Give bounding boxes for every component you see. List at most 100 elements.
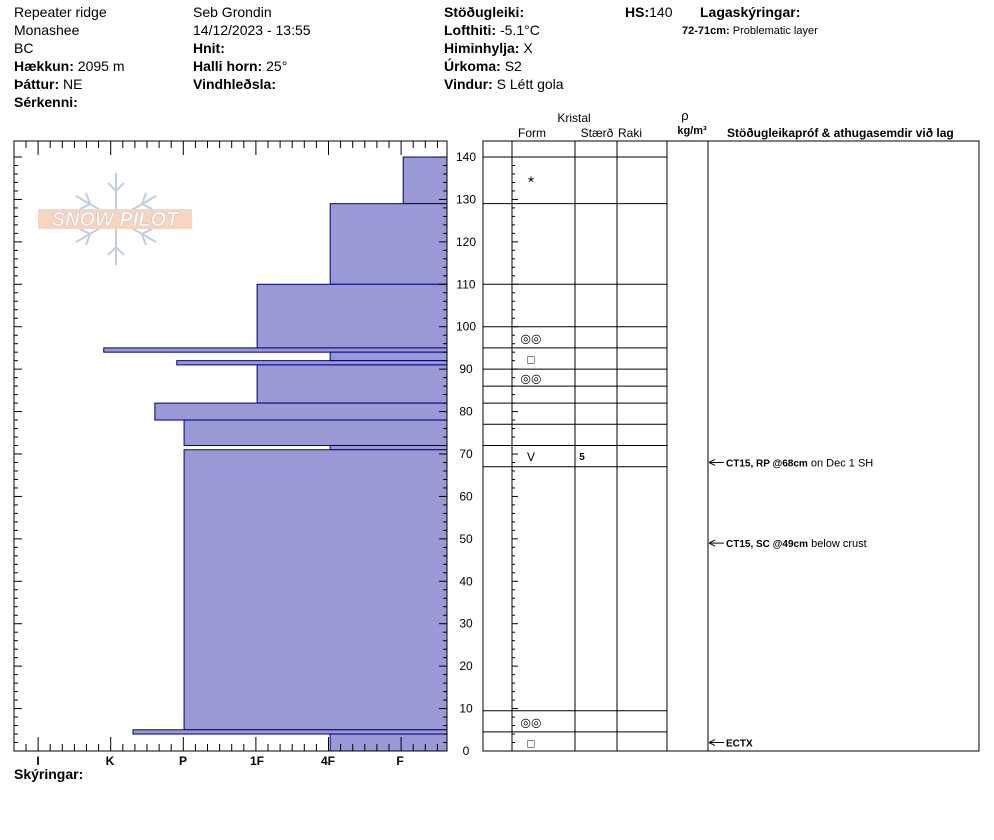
column-density-symbol: ρ <box>681 108 688 123</box>
layer-note: 72-71cm: Problematic layer <box>682 22 818 40</box>
test-arrow-head-0 <box>708 459 716 466</box>
grain-form-4: V <box>527 450 535 464</box>
header-weather: Stöðugleiki: Lofthiti: -5.1°C Himinhylja… <box>444 3 564 93</box>
hardness-bar-0 <box>402 156 448 205</box>
y-label-20: 20 <box>459 659 473 673</box>
logo-text: SNOW PILOT <box>52 209 180 231</box>
precip-row: Úrkoma: S2 <box>444 57 564 75</box>
y-label-40: 40 <box>459 574 473 588</box>
mountain-range: Monashee <box>14 22 80 38</box>
elevation-row: Hækkun: 2095 m <box>14 57 125 75</box>
wind-row: Vindur: S Létt gola <box>444 75 564 93</box>
aspect-row: Þáttur: NE <box>14 75 125 93</box>
aspect-value: NE <box>63 76 83 92</box>
legend-label: Skýringar: <box>14 766 84 782</box>
precip-value: S2 <box>504 58 522 74</box>
layer-notes-label: Lagaskýringar: <box>700 4 801 20</box>
y-label-90: 90 <box>459 362 473 376</box>
y-label-130: 130 <box>456 192 476 206</box>
grain-form-2: □ <box>527 353 534 367</box>
wind-loading-label: Vindhleðsla: <box>193 76 276 92</box>
hs-label: HS: <box>625 4 650 20</box>
elevation-value: 2095 m <box>77 58 125 74</box>
precip-label: Úrkoma: <box>444 58 501 74</box>
hardness-label-4F: 4F <box>321 754 335 768</box>
hardness-bar-8 <box>183 419 448 447</box>
grain-form-3: ◎◎ <box>521 372 542 386</box>
test-label: CT15, RP @68cm <box>726 458 808 469</box>
air-temp-row: Lofthiti: -5.1°C <box>444 21 564 39</box>
layer-note-depth: 72-71cm: <box>682 25 730 37</box>
column-density-unit: kg/m³ <box>677 125 707 137</box>
y-label-140: 140 <box>456 150 476 164</box>
wind-label: Vindur: <box>444 76 493 92</box>
elevation-label: Hækkun: <box>14 58 74 74</box>
hardness-bar-6 <box>256 364 448 404</box>
y-label-10: 10 <box>459 702 473 716</box>
air-temp-label: Lofthiti: <box>444 22 497 38</box>
hardness-bar-2 <box>256 283 448 349</box>
column-size: Stærð <box>581 126 614 140</box>
hardness-label-I: I <box>36 754 39 768</box>
hardness-bar-11 <box>132 729 448 735</box>
wind-value: S Létt gola <box>496 76 564 92</box>
hardness-label-F: F <box>396 754 403 768</box>
snowpilot-logo: SNOW PILOT <box>38 173 192 265</box>
grain-form-0: * <box>528 174 534 191</box>
layer-notes-row: Lagaskýringar: <box>700 3 800 21</box>
column-tests: Stöðugleikapróf & athugasemdir við lag <box>727 126 954 140</box>
hs-value: 140 <box>649 4 673 20</box>
datetime: 14/12/2023 - 13:55 <box>193 22 311 38</box>
test-entry-2: ECTX <box>726 739 753 750</box>
slope-row: Halli horn: 25° <box>193 57 311 75</box>
test-arrow-head-2 <box>708 739 716 746</box>
stability-row: Stöðugleiki: <box>444 3 564 21</box>
coords-row: Hnit: <box>193 39 311 57</box>
hardness-bar-4 <box>329 351 448 362</box>
snow-profile-chart: SNOW PILOT I K P 1F 4F F 0 10 20 30 40 50 60 70 80 90 10… <box>13 108 980 768</box>
hardness-bar-9 <box>329 445 448 451</box>
header-layer-notes: Lagaskýringar: <box>700 3 800 21</box>
y-label-120: 120 <box>456 235 476 249</box>
slope-label: Halli horn: <box>193 58 263 74</box>
hardness-label-P: P <box>179 754 187 768</box>
column-wetness: Raki <box>618 126 642 140</box>
grain-form-1: ◎◎ <box>521 331 542 345</box>
grain-form-6: □ <box>527 737 534 751</box>
y-label-60: 60 <box>459 489 473 503</box>
test-comment: below crust <box>808 538 867 550</box>
hardness-bar-5 <box>176 360 448 366</box>
y-label-70: 70 <box>459 447 473 461</box>
y-label-0: 0 <box>463 744 470 758</box>
aspect-label: Þáttur: <box>14 76 60 92</box>
coords-label: Hnit: <box>193 40 225 56</box>
header-left: Repeater ridge Monashee BC Hækkun: 2095 … <box>14 3 125 111</box>
hardness-bar-1 <box>329 203 448 285</box>
location: Repeater ridge <box>14 4 107 20</box>
stability-label: Stöðugleiki: <box>444 4 525 20</box>
sky-value: X <box>523 40 533 56</box>
header-middle: Seb Grondin 14/12/2023 - 13:55 Hnit: Hal… <box>193 3 311 93</box>
column-form: Form <box>518 126 546 140</box>
slope-value: 25° <box>266 58 288 74</box>
y-label-80: 80 <box>459 405 473 419</box>
y-label-50: 50 <box>459 532 473 546</box>
features-row: Sérkenni: <box>14 93 125 111</box>
test-label: CT15, SC @49cm <box>726 539 808 550</box>
layer-note-text: Problematic layer <box>732 25 818 37</box>
test-entry-0: CT15, RP @68cm on Dec 1 SH <box>726 457 873 469</box>
y-label-110: 110 <box>456 277 475 291</box>
region: BC <box>14 40 34 56</box>
sky-label: Himinhylja: <box>444 40 520 56</box>
features-label: Sérkenni: <box>14 94 78 110</box>
hardness-bar-3 <box>103 347 448 353</box>
hardness-label-K: K <box>106 754 115 768</box>
y-label-100: 100 <box>456 320 476 334</box>
grain-size-4: 5 <box>579 452 585 463</box>
hardness-bar-10 <box>183 449 448 731</box>
test-arrow-head-1 <box>708 539 716 547</box>
test-entry-1: CT15, SC @49cm below crust <box>726 538 867 550</box>
column-crystal: Kristal <box>557 111 590 125</box>
grain-form-5: ◎◎ <box>521 715 542 729</box>
observer: Seb Grondin <box>193 4 272 20</box>
